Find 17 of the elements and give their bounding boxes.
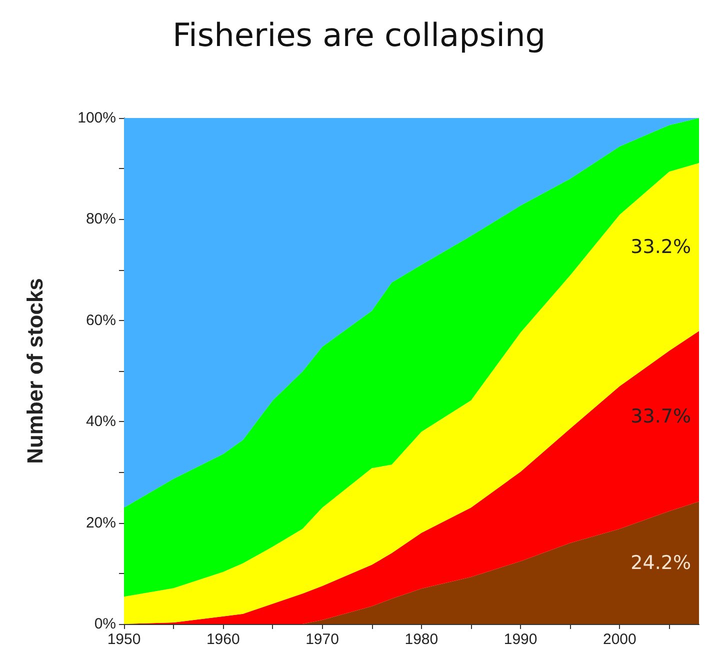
x-tick-label: 1970 — [306, 631, 339, 648]
y-tick-label: 40% — [86, 413, 116, 430]
y-tick-label: 60% — [86, 312, 116, 329]
chart-title: Fisheries are collapsing — [172, 16, 546, 54]
y-tick-label: 20% — [86, 514, 116, 532]
y-tick-label: 0% — [94, 616, 116, 632]
x-tick-label: 1990 — [504, 631, 538, 648]
annotation: 33.2% — [630, 236, 691, 258]
annotation: 33.7% — [630, 405, 691, 428]
annotation: 24.2% — [630, 552, 691, 574]
x-tick-label: 1950 — [107, 631, 141, 648]
x-tick-label: 1980 — [404, 631, 438, 648]
y-tick-label: 80% — [86, 210, 116, 228]
x-tick-label: 2000 — [603, 631, 636, 648]
x-tick-label: 1960 — [206, 631, 240, 648]
y-axis-title: Number of stocks — [22, 278, 48, 464]
y-tick-label: 100% — [78, 110, 116, 126]
